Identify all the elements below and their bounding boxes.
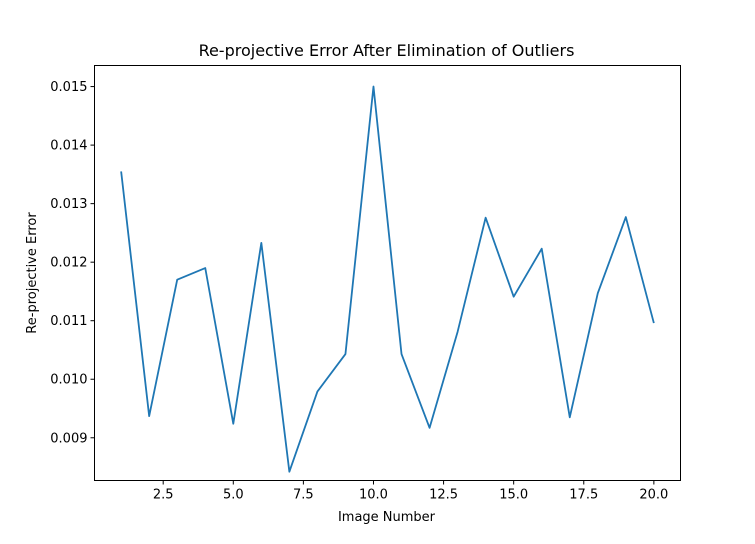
data-point (541, 248, 542, 249)
y-axis-label: Re-projective Error (25, 212, 40, 334)
x-tick-label: 20.0 (639, 488, 668, 503)
data-point (261, 242, 262, 243)
y-tick-label: 0.011 (50, 314, 87, 329)
plot-area-frame (94, 65, 681, 481)
x-axis-label: Image Number (338, 510, 436, 525)
x-tick-label: 12.5 (429, 488, 458, 503)
data-point (373, 86, 374, 87)
x-tick-label: 10.0 (359, 488, 388, 503)
x-tick-label: 2.5 (153, 488, 174, 503)
y-tick-label: 0.013 (50, 197, 87, 212)
series-layer (120, 85, 655, 473)
data-point (401, 353, 402, 354)
y-tick-label: 0.010 (50, 373, 87, 388)
data-point (317, 391, 318, 392)
data-point (121, 171, 122, 172)
data-point (429, 427, 430, 428)
series-line (120, 85, 655, 473)
x-tick-label: 15.0 (499, 488, 528, 503)
chart-title: Re-projective Error After Elimination of… (199, 41, 575, 60)
x-tick-label: 7.5 (293, 488, 314, 503)
data-point (149, 416, 150, 417)
data-point (177, 279, 178, 280)
data-point (625, 217, 626, 218)
y-tick-label: 0.009 (50, 431, 87, 446)
data-point (597, 293, 598, 294)
y-tick-label: 0.014 (50, 139, 87, 154)
data-point (233, 423, 234, 424)
data-point (513, 296, 514, 297)
data-point (289, 471, 290, 472)
data-point (485, 217, 486, 218)
data-point (205, 267, 206, 268)
data-point (345, 353, 346, 354)
tick-layer: 2.5 5.0 7.5 10.0 12.5 15.0 17.5 20.0 0.009 0.010 0… (50, 80, 668, 502)
data-point (457, 331, 458, 332)
x-tick-label: 17.5 (569, 488, 598, 503)
x-tick-label: 5.0 (223, 488, 244, 503)
data-point (653, 322, 654, 323)
data-point (569, 417, 570, 418)
y-tick-label: 0.012 (50, 256, 87, 271)
y-tick-label: 0.015 (50, 80, 87, 95)
